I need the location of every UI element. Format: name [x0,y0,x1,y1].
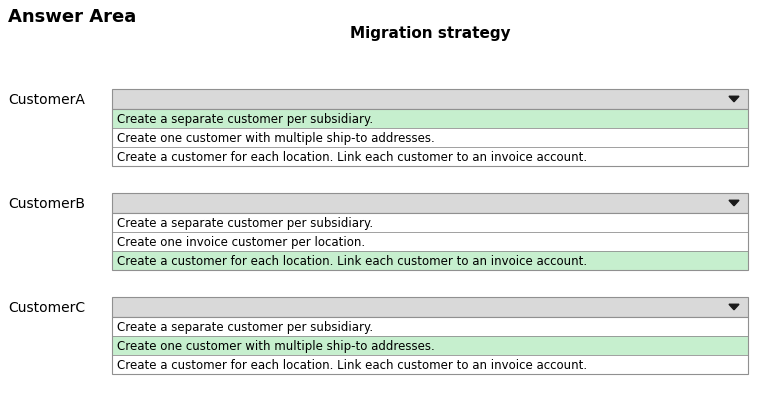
Bar [112,355,748,374]
Text: CustomerC: CustomerC [8,300,85,314]
Bar [112,194,748,214]
Bar [112,214,748,233]
Text: Answer Area: Answer Area [8,8,136,26]
Bar [112,110,748,166]
Bar [112,147,748,166]
Bar [112,214,748,271]
Bar [112,233,748,252]
Bar [112,252,748,271]
Text: Migration strategy: Migration strategy [350,26,510,41]
Bar [112,297,748,317]
Text: CustomerB: CustomerB [8,197,85,211]
Polygon shape [729,304,739,310]
Text: Create a separate customer per subsidiary.: Create a separate customer per subsidiar… [117,320,373,333]
Text: CustomerA: CustomerA [8,93,85,107]
Bar [112,90,748,110]
Text: Create one invoice customer per location.: Create one invoice customer per location… [117,235,365,248]
Bar [112,317,748,374]
Bar [112,129,748,147]
Text: Create one customer with multiple ship-to addresses.: Create one customer with multiple ship-t… [117,132,435,145]
Polygon shape [729,97,739,102]
Text: Create a customer for each location. Link each customer to an invoice account.: Create a customer for each location. Lin… [117,358,587,371]
Text: Create a separate customer per subsidiary.: Create a separate customer per subsidiar… [117,113,373,126]
Polygon shape [729,201,739,206]
Text: Create a separate customer per subsidiary.: Create a separate customer per subsidiar… [117,216,373,230]
Text: Create one customer with multiple ship-to addresses.: Create one customer with multiple ship-t… [117,339,435,352]
Text: Create a customer for each location. Link each customer to an invoice account.: Create a customer for each location. Lin… [117,151,587,164]
Bar [112,110,748,129]
Bar [112,336,748,355]
Text: Create a customer for each location. Link each customer to an invoice account.: Create a customer for each location. Lin… [117,254,587,267]
Bar [112,317,748,336]
